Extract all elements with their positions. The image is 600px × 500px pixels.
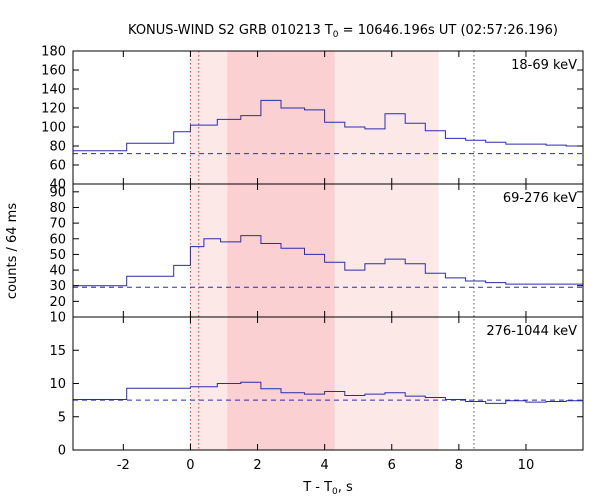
x-label-main: T - T (302, 480, 332, 495)
x-label-subscript: 0 (332, 487, 338, 497)
y-tick-label: 140 (41, 83, 66, 98)
y-tick-label: 5 (58, 410, 66, 425)
y-tick-label: 180 (41, 45, 66, 60)
shaded-region-2 (227, 51, 335, 450)
y-tick-label: 60 (49, 159, 66, 174)
y-tick-label: 120 (41, 102, 66, 117)
y-tick-label: 15 (49, 344, 66, 359)
x-tick-label: -2 (117, 458, 130, 473)
title-main: KONUS-WIND S2 GRB 010213 T (128, 23, 333, 38)
y-tick-label: 80 (49, 201, 66, 216)
y-tick-label: 0 (58, 444, 66, 459)
chart-title: KONUS-WIND S2 GRB 010213 T0 = 10646.196s… (128, 23, 558, 40)
y-tick-label: 70 (49, 217, 66, 232)
x-tick-label: 4 (321, 458, 329, 473)
energy-band-label: 18-69 keV (511, 58, 577, 73)
x-tick-label: 6 (388, 458, 396, 473)
y-tick-label: 60 (49, 232, 66, 247)
y-tick-label: 10 (49, 311, 66, 326)
x-tick-label: 10 (518, 458, 535, 473)
light-curve-2 (73, 235, 584, 287)
energy-band-label: 276-1044 keV (486, 324, 577, 339)
title-rest: = 10646.196s UT (02:57:26.196) (339, 23, 558, 38)
y-tick-label: 20 (49, 295, 66, 310)
y-axis-label: counts / 64 ms (5, 203, 20, 299)
x-tick-label: 8 (455, 458, 463, 473)
light-curve-1 (73, 99, 583, 152)
x-axis-label: T - T0, s (302, 480, 353, 497)
y-tick-label: 30 (49, 279, 66, 294)
title-subscript: 0 (333, 30, 339, 40)
energy-band-label: 69-276 keV (503, 191, 577, 206)
y-tick-label: 160 (41, 64, 66, 79)
x-label-rest: , s (338, 480, 353, 495)
x-tick-label: 2 (253, 458, 261, 473)
y-tick-label: 50 (49, 248, 66, 263)
x-tick-label: 0 (186, 458, 194, 473)
panel-3: 0 5 10 15 276-1044 keV (49, 316, 584, 459)
y-tick-label: 80 (49, 140, 66, 155)
light-curve-3 (73, 381, 584, 404)
y-tick-label: 40 (49, 264, 66, 279)
y-tick-label: 100 (41, 121, 66, 136)
y-tick-label: 90 (49, 185, 66, 200)
panel-1: 40 60 80 100 120 140 160 180 18-69 keV (41, 45, 584, 193)
y-tick-label: 40 (49, 178, 66, 193)
y-tick-label: 10 (49, 377, 66, 392)
